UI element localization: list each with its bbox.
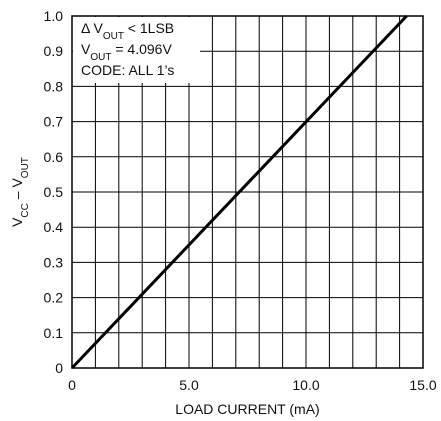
x-tick-label: 10.0 bbox=[292, 377, 319, 393]
plot-frame bbox=[71, 15, 424, 369]
x-axis-label: LOAD CURRENT (mA) bbox=[175, 401, 319, 417]
annotation-line: Δ VOUT < 1LSB bbox=[81, 20, 174, 42]
y-tick-label: 1.0 bbox=[44, 8, 64, 24]
y-tick-label: 0.8 bbox=[44, 78, 64, 94]
series-layer bbox=[70, 14, 408, 370]
y-tick-label: 0.1 bbox=[44, 325, 64, 341]
annotation-background bbox=[73, 17, 200, 83]
tick-labels: 0 0.1 0.2 0.3 0.4 0.5 0.6 0.7 0.8 0.9 1.0 0 5.0 10.0 1… bbox=[44, 8, 437, 393]
x-tick-label: 5.0 bbox=[179, 377, 199, 393]
y-axis-label: VCC – VOUT bbox=[9, 157, 31, 227]
y-tick-label: 0.5 bbox=[44, 184, 64, 200]
annotation-line: CODE: ALL 1’s bbox=[81, 62, 174, 78]
y-tick-label: 0.3 bbox=[44, 254, 64, 270]
y-tick-label: 0.7 bbox=[44, 114, 64, 130]
x-tick-label: 0 bbox=[68, 377, 76, 393]
y-tick-label: 0.6 bbox=[44, 149, 64, 165]
x-tick-label: 15.0 bbox=[409, 377, 436, 393]
y-tick-label: 0 bbox=[55, 360, 63, 376]
y-tick-label: 0.9 bbox=[44, 43, 64, 59]
series-line bbox=[70, 14, 408, 370]
annotation-line: VOUT = 4.096V bbox=[81, 41, 172, 63]
y-tick-label: 0.2 bbox=[44, 290, 64, 306]
y-tick-label: 0.4 bbox=[44, 219, 64, 235]
